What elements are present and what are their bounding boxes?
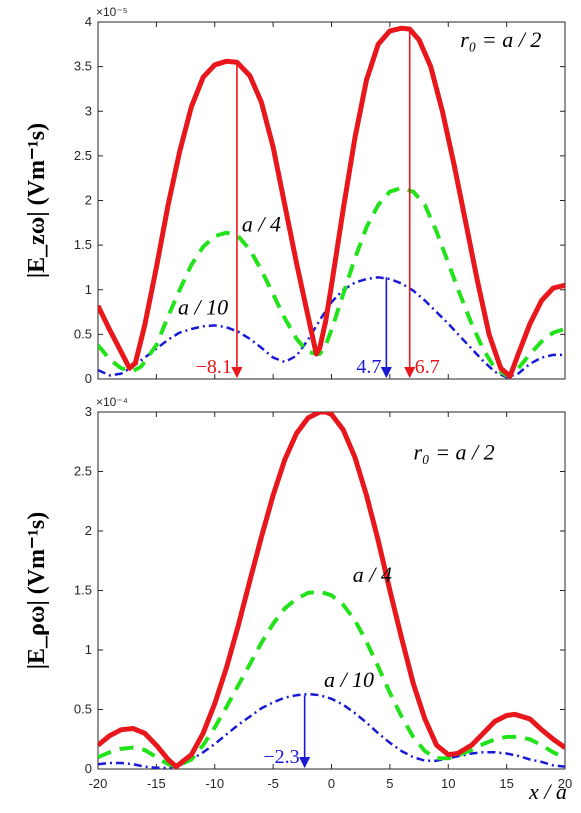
bottom-xtick-label: -15 [147, 776, 166, 791]
bottom-xtick-label: 15 [499, 776, 513, 791]
top-ytick-label: 1 [85, 282, 92, 297]
bottom-xtick-label: -10 [205, 776, 224, 791]
bottom-curve-label: a / 10 [324, 667, 374, 692]
top-curve-label: r₀ = a / 2 [460, 27, 541, 52]
bottom-xtick-label: 20 [558, 776, 572, 791]
top-y-ticks: 0 0.5 1 1.5 2 2.5 3 3.5 4 [74, 14, 566, 386]
top-curve-label: a / 10 [178, 295, 228, 320]
bottom-ytick-label: 3 [85, 404, 92, 419]
top-y-multiplier: ×10⁻⁵ [96, 5, 128, 19]
bottom-curve-label: r₀ = a / 2 [414, 440, 495, 465]
top-series-line-a-4 [98, 186, 565, 378]
top-ytick-label: 2.5 [74, 148, 92, 163]
top-annotation-label: 4.7 [356, 356, 381, 378]
top-ytick-label: 3.5 [74, 59, 92, 74]
top-ytick-label: 3 [85, 103, 92, 118]
top-annotations: −8.1 4.7 6.7 [196, 29, 440, 379]
bottom-xtick-label: 5 [386, 776, 393, 791]
bottom-y-ticks: 0 0.5 1 1.5 2 2.5 3 [74, 404, 565, 776]
bottom-curve-labels: r₀ = a / 2 a / 4 a / 10 [324, 440, 495, 692]
bottom-y-axis-label: |E_ρω| (Vm⁻¹s) [24, 512, 50, 669]
bottom-ytick-label: 1.5 [74, 583, 92, 598]
bottom-ytick-label: 0 [85, 761, 92, 776]
top-ytick-label: 2 [85, 193, 92, 208]
top-ytick-label: 0 [85, 371, 92, 386]
bottom-plot-frame [97, 411, 566, 770]
bottom-x-ticks: -20 -15 -10 -5 0 5 10 15 20 [89, 412, 572, 791]
bottom-curve-label: a / 4 [353, 562, 392, 587]
bottom-x-axis-label: x / a [528, 779, 567, 804]
top-ytick-label: 4 [85, 14, 92, 29]
top-annotation-label: 6.7 [415, 356, 440, 378]
top-panel: 0 0.5 1 1.5 2 2.5 3 3.5 4 −8.1 4.7 6.7 r₀ = a / 2 a… [24, 5, 566, 386]
bottom-ytick-label: 0.5 [74, 702, 92, 717]
top-curve-labels: r₀ = a / 2 a / 4 a / 10 [178, 27, 541, 320]
top-annotation-label: −8.1 [196, 356, 232, 378]
top-curve-label: a / 4 [242, 212, 281, 237]
top-ytick-label: 0.5 [74, 326, 92, 341]
bottom-ytick-label: 2 [85, 523, 92, 538]
bottom-annotation-label: −2.3 [263, 746, 299, 768]
top-series-line-a-10 [98, 276, 565, 379]
bottom-xtick-label: 10 [441, 776, 455, 791]
top-ytick-label: 1.5 [74, 237, 92, 252]
top-y-axis-label: |E_zω| (Vm⁻¹s) [24, 123, 50, 278]
top-series-line-r0-a-2 [98, 25, 565, 379]
bottom-ytick-label: 1 [85, 642, 92, 657]
bottom-y-multiplier: ×10⁻⁴ [96, 395, 128, 409]
bottom-xtick-label: -20 [89, 776, 108, 791]
bottom-xtick-label: 0 [328, 776, 335, 791]
top-series [98, 25, 565, 379]
bottom-annotations: −2.3 [263, 695, 311, 769]
bottom-series-line-r0-a-2 [98, 412, 565, 769]
bottom-ytick-label: 2.5 [74, 464, 92, 479]
bottom-panel: 0 0.5 1 1.5 2 2.5 3 -20 -15 -10 -5 0 5 10 15 20 −2.3 r… [24, 395, 572, 804]
bottom-series [98, 412, 565, 769]
bottom-xtick-label: -5 [267, 776, 279, 791]
